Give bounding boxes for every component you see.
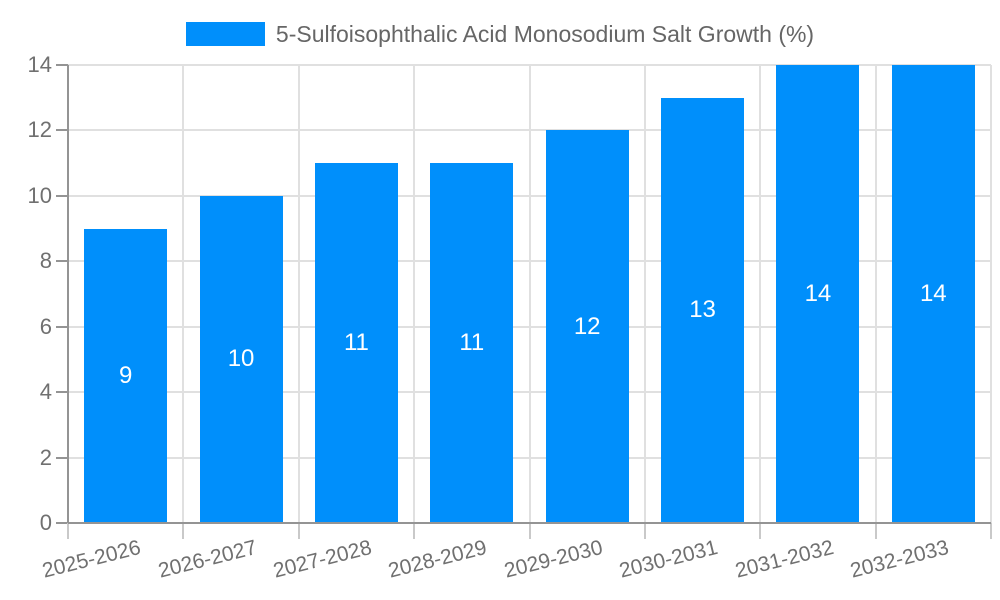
gridline-vertical	[413, 65, 416, 523]
gridline-vertical	[759, 65, 762, 523]
bar[interactable]: 14	[891, 65, 975, 523]
bar-value-label: 14	[919, 280, 947, 307]
bar-value-label: 10	[227, 345, 255, 373]
x-tick-mark	[759, 523, 762, 539]
bar[interactable]: 13	[661, 97, 745, 523]
x-tick-mark	[643, 523, 646, 539]
x-axis-line	[68, 522, 991, 524]
x-tick-mark	[990, 523, 992, 539]
bar[interactable]: 12	[545, 130, 629, 523]
gridline-vertical	[990, 65, 992, 523]
y-tick-label: 14	[27, 52, 52, 77]
gridline-vertical	[643, 65, 646, 523]
x-tick-label: 2032-2033	[847, 536, 951, 583]
bar-value-label: 11	[343, 329, 369, 357]
gridline-vertical	[528, 65, 531, 523]
legend[interactable]: 5-Sulfoisophthalic Acid Monosodium Salt …	[0, 20, 1000, 48]
x-tick-label: 2031-2032	[732, 536, 836, 583]
x-tick-label: 2026-2027	[155, 536, 259, 583]
bar-value-label: 9	[119, 361, 133, 389]
x-tick-mark	[67, 523, 69, 539]
legend-swatch	[185, 22, 265, 46]
x-tick-mark	[413, 523, 416, 539]
bar[interactable]: 10	[199, 195, 283, 523]
bar-value-label: 11	[459, 329, 485, 357]
y-tick-label: 6	[39, 313, 52, 339]
y-tick-mark	[56, 391, 68, 394]
y-tick-mark	[56, 456, 68, 459]
bar-value-label: 13	[689, 296, 716, 324]
y-tick-mark	[56, 64, 68, 66]
gridline-vertical	[182, 65, 185, 523]
y-tick-mark	[56, 325, 68, 328]
x-tick-label: 2029-2030	[501, 536, 605, 583]
bar[interactable]: 11	[314, 163, 398, 523]
y-tick-label: 10	[27, 182, 52, 208]
x-tick-mark	[182, 523, 185, 539]
bar[interactable]: 14	[776, 65, 860, 523]
y-tick-mark	[56, 129, 68, 132]
x-tick-label: 2030-2031	[617, 536, 721, 583]
y-tick-mark	[56, 260, 68, 263]
gridline-vertical	[874, 65, 877, 523]
y-tick-label: 0	[39, 510, 52, 535]
bar-value-label: 14	[804, 280, 832, 307]
y-tick-label: 2	[39, 444, 52, 470]
y-tick-mark	[56, 522, 68, 524]
y-tick-mark	[56, 194, 68, 197]
bar-value-label: 12	[573, 312, 601, 340]
x-tick-mark	[874, 523, 877, 539]
y-tick-label: 8	[39, 248, 52, 274]
x-tick-mark	[528, 523, 531, 539]
y-axis-line	[67, 65, 69, 523]
legend-label: 5-Sulfoisophthalic Acid Monosodium Salt …	[275, 20, 815, 47]
y-tick-label: 12	[27, 117, 52, 143]
gridline-vertical	[297, 65, 300, 523]
x-tick-label: 2025-2026	[40, 536, 144, 583]
y-tick-label: 4	[39, 379, 52, 405]
x-tick-label: 2028-2029	[386, 536, 490, 583]
x-tick-mark	[297, 523, 300, 539]
bar[interactable]: 11	[430, 163, 514, 523]
bar[interactable]: 9	[84, 228, 168, 523]
x-tick-label: 2027-2028	[270, 536, 375, 583]
